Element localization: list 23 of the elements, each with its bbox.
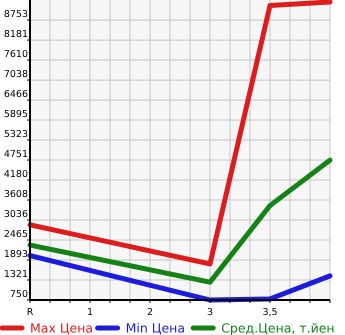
x-tick-label: 3 bbox=[206, 307, 214, 318]
x-tick-label: 1 bbox=[86, 307, 94, 318]
y-tick-label: 5323 bbox=[4, 129, 28, 140]
y-tick-label: 1321 bbox=[4, 269, 28, 280]
legend-label: Max Цена bbox=[30, 320, 94, 335]
y-tick-label: 750 bbox=[10, 289, 28, 300]
y-tick-label: 7038 bbox=[4, 69, 28, 80]
x-tick-label: R bbox=[26, 307, 34, 318]
y-tick-label: 1893 bbox=[4, 249, 28, 260]
y-tick-label: 7610 bbox=[4, 49, 28, 60]
y-tick-label: 4180 bbox=[4, 169, 28, 180]
y-tick-label: 8181 bbox=[4, 29, 28, 40]
y-tick-label: 5895 bbox=[4, 109, 28, 120]
y-tick-label: 4751 bbox=[4, 149, 28, 160]
legend-label: Сред.Цена, т.йен bbox=[221, 320, 335, 335]
x-tick-label: 2 bbox=[146, 307, 154, 318]
y-tick-label: 2465 bbox=[4, 229, 28, 240]
legend-label: Min Цена bbox=[126, 320, 185, 335]
y-tick-label: 3036 bbox=[4, 209, 28, 220]
x-tick-label: 3,5 bbox=[262, 307, 278, 318]
y-tick-label: 3608 bbox=[4, 189, 28, 200]
y-tick-label: 6466 bbox=[4, 89, 28, 100]
y-tick-label: 8753 bbox=[4, 9, 28, 20]
